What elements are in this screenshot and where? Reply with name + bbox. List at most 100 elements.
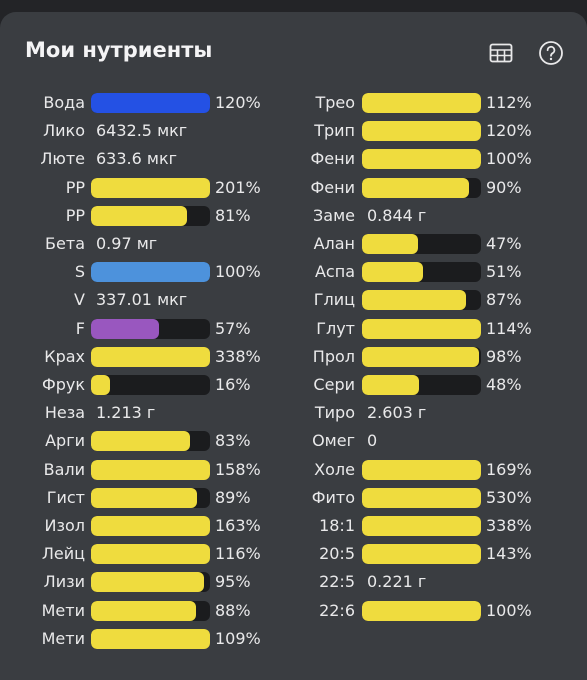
progress-fill	[362, 318, 481, 339]
nutrient-row: Алан 47%	[0, 233, 587, 255]
amount: 0	[367, 431, 378, 451]
nutrients-card: Мои нутриенты Вода 120% Лико 6432.5 мкг Люте…	[0, 12, 587, 680]
nutrient-name: Трео	[315, 93, 355, 112]
progress-fill	[91, 318, 159, 339]
progress-fill	[91, 262, 210, 283]
percent-label: 100%	[486, 149, 532, 169]
progress-fill	[362, 177, 470, 198]
percent-label: 89%	[215, 487, 251, 507]
nutrient-name: V	[74, 290, 85, 310]
progress-track	[91, 459, 210, 480]
progress-fill	[362, 516, 481, 536]
percent-label: 120%	[215, 93, 261, 112]
progress-track	[362, 290, 481, 311]
percent-label: 201%	[215, 177, 261, 197]
progress-fill	[362, 234, 418, 254]
progress-fill	[91, 205, 188, 226]
progress-track	[91, 346, 210, 367]
percent-label: 87%	[486, 290, 522, 310]
amount: 6432.5 мкг	[96, 121, 188, 141]
nutrient-name: Фито	[311, 487, 355, 507]
progress-fill	[91, 459, 210, 480]
progress-track	[362, 177, 481, 198]
percent-label: 81%	[215, 205, 251, 225]
nutrient-name: Неза	[44, 403, 85, 423]
nutrient-name: Алан	[313, 234, 355, 253]
nutrient-name: 22:5	[319, 572, 355, 592]
progress-track	[91, 544, 210, 565]
percent-label: 88%	[215, 600, 251, 620]
percent-label: 95%	[215, 572, 251, 592]
percent-label: 120%	[486, 121, 532, 141]
progress-track	[91, 262, 210, 283]
nutrient-name: Глиц	[313, 290, 355, 310]
nutrient-name: Лизи	[43, 572, 85, 592]
progress-track	[362, 318, 481, 339]
nutrient-name: 22:6	[319, 600, 355, 620]
progress-track	[362, 459, 481, 480]
nutrient-name: Трип	[314, 121, 355, 141]
nutrient-name: Мети	[41, 628, 85, 648]
nutrient-name: Вода	[43, 93, 85, 112]
nutrient-name: Холе	[314, 459, 355, 479]
nutrient-name: S	[74, 262, 85, 282]
progress-track	[91, 600, 210, 621]
amount: 337.01 мкг	[96, 290, 188, 310]
help-icon[interactable]	[538, 40, 564, 66]
progress-track	[362, 121, 481, 142]
progress-fill	[91, 177, 210, 198]
progress-fill	[91, 487, 197, 508]
percent-label: 57%	[215, 318, 251, 338]
nutrient-name: Аспа	[314, 262, 355, 282]
nutrient-name: Фрук	[41, 375, 85, 394]
progress-track	[91, 572, 210, 593]
nutrient-row: Фито 530%	[0, 487, 587, 509]
percent-label: 530%	[486, 487, 532, 507]
amount: 0.221 г	[367, 572, 427, 592]
nutrient-name: PP	[65, 205, 85, 225]
nutrient-name: Фени	[310, 149, 355, 169]
nutrient-name: Крах	[44, 346, 85, 366]
progress-fill	[362, 93, 481, 113]
progress-track	[91, 628, 210, 649]
percent-label: 169%	[486, 459, 532, 479]
nutrient-row: Трео 112%	[0, 92, 587, 114]
progress-fill	[362, 487, 481, 508]
percent-label: 100%	[486, 600, 532, 620]
percent-label: 114%	[486, 318, 532, 338]
nutrient-row: Трип 120%	[0, 120, 587, 142]
nutrient-row: Лико 6432.5 мкг	[0, 120, 587, 142]
progress-fill	[362, 262, 423, 283]
amount: 0.97 мг	[96, 234, 158, 253]
nutrient-name: Люте	[40, 149, 85, 169]
percent-label: 112%	[486, 93, 532, 112]
nutrient-name: Мети	[41, 600, 85, 620]
progress-fill	[362, 375, 420, 395]
percent-label: 338%	[486, 516, 532, 535]
progress-track	[91, 205, 210, 226]
nutrient-row: Мети 88%	[0, 600, 587, 622]
percent-label: 143%	[486, 544, 532, 564]
progress-track	[91, 375, 210, 395]
percent-label: 100%	[215, 262, 261, 282]
progress-track	[362, 487, 481, 508]
nutrient-row: Мети 109%	[0, 628, 587, 650]
nutrient-row: Фени 90%	[0, 177, 587, 199]
progress-fill	[362, 149, 481, 170]
nutrient-row: 22:5 0.221 г	[0, 571, 587, 593]
nutrient-row: PP 81%	[0, 205, 587, 227]
nutrient-name: Лико	[43, 121, 85, 141]
nutrient-row: Глут 114%	[0, 318, 587, 340]
progress-track	[362, 346, 481, 367]
table-icon[interactable]	[488, 40, 514, 66]
progress-track	[362, 600, 481, 621]
nutrient-row: Арги 83%	[0, 430, 587, 452]
nutrient-row: Люте 633.6 мкг	[0, 148, 587, 170]
progress-fill	[91, 346, 210, 367]
nutrient-row: Лизи 95%	[0, 571, 587, 593]
progress-fill	[362, 600, 481, 621]
percent-label: 116%	[215, 544, 261, 564]
nutrient-row: Сери 48%	[0, 374, 587, 396]
nutrient-row: Прол 98%	[0, 346, 587, 368]
